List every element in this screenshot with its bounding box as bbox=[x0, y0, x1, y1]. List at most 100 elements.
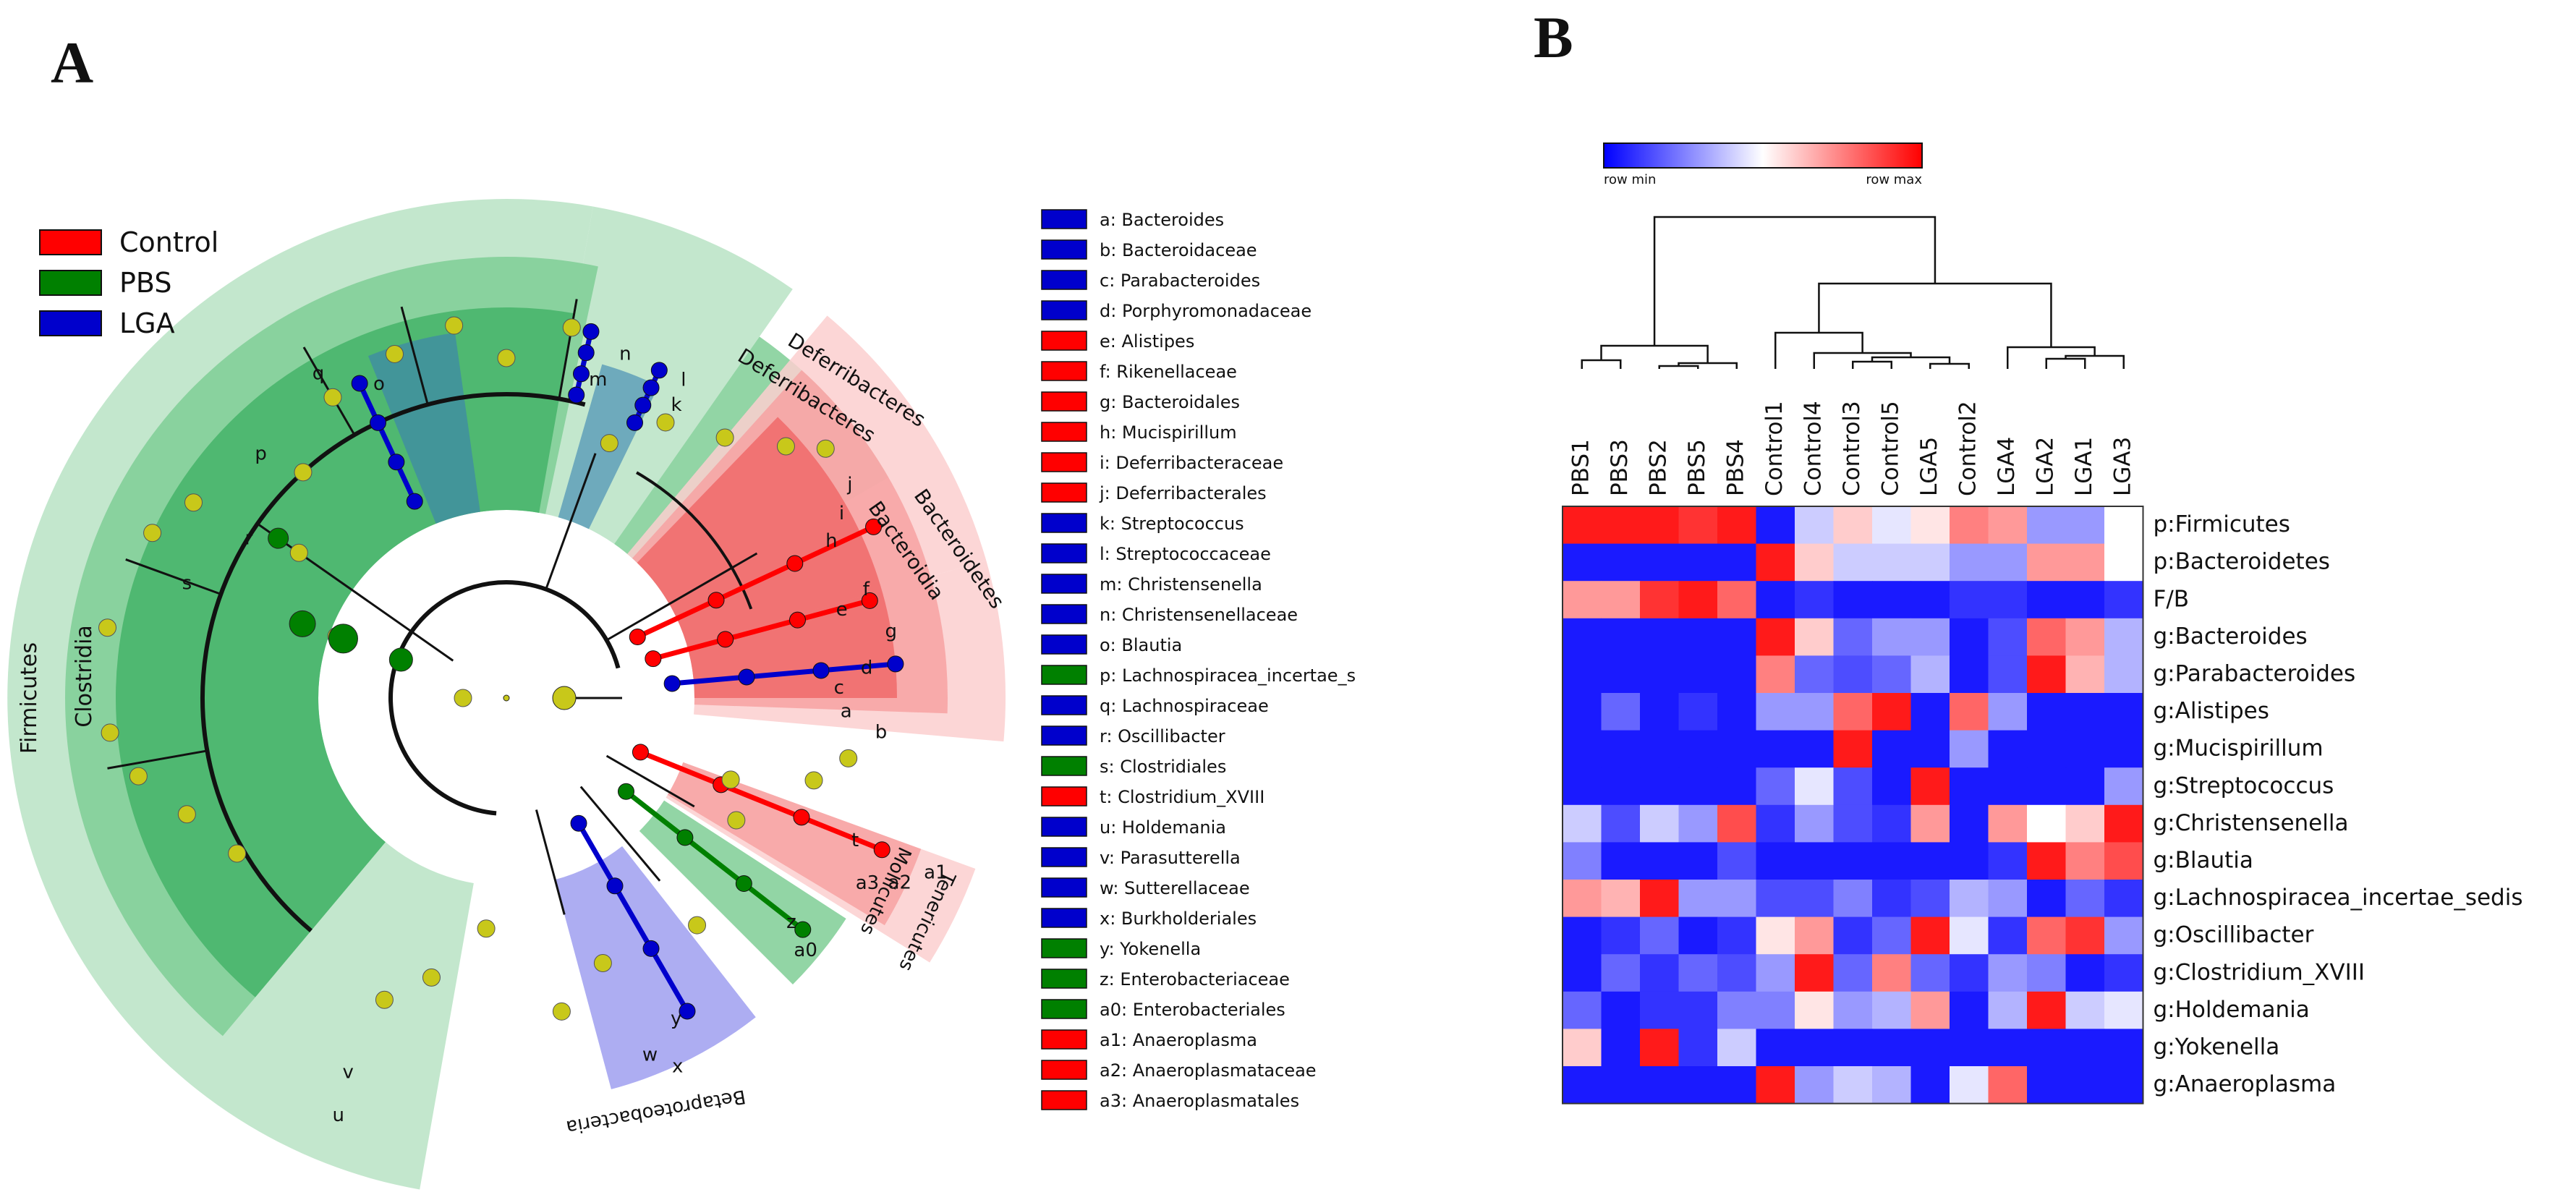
heat-cell bbox=[1950, 954, 1989, 992]
column-label: Control4 bbox=[1800, 401, 1826, 496]
key-swatch bbox=[1041, 422, 1087, 442]
heat-cell bbox=[2027, 916, 2067, 955]
heat-cell bbox=[1678, 693, 1718, 731]
heat-cell bbox=[1988, 1066, 2028, 1105]
heat-cell bbox=[1910, 804, 1950, 843]
taxon-node bbox=[101, 723, 119, 742]
key-swatch bbox=[1041, 969, 1087, 989]
taxa-key: a: Bacteroides b: Bacteroidaceae c: Paraba… bbox=[1041, 209, 1356, 1111]
heat-cell bbox=[1640, 1029, 1680, 1067]
key-label: j: Deferribacterales bbox=[1099, 483, 1267, 503]
heat-cell bbox=[1795, 655, 1835, 694]
heat-cell bbox=[1910, 1066, 1950, 1105]
heat-cell bbox=[1872, 880, 1912, 918]
heat-cell bbox=[2027, 767, 2067, 806]
clade-node bbox=[788, 611, 806, 629]
heat-cell bbox=[1640, 693, 1680, 731]
heat-cell bbox=[1640, 581, 1680, 619]
key-label: e: Alistipes bbox=[1100, 331, 1194, 352]
taxon-node bbox=[804, 771, 823, 790]
heat-cell bbox=[1833, 991, 1873, 1029]
clade-node bbox=[617, 783, 634, 800]
heat-cell bbox=[1678, 618, 1718, 656]
clade-node bbox=[406, 493, 423, 510]
key-swatch bbox=[1041, 391, 1087, 412]
taxon-node bbox=[600, 434, 619, 453]
heat-cell bbox=[1640, 1066, 1680, 1105]
clade-letter: x bbox=[672, 1056, 683, 1078]
heat-cell bbox=[1640, 730, 1680, 768]
heat-cell bbox=[2104, 1066, 2144, 1105]
heat-cell bbox=[1563, 693, 1602, 731]
heat-cell bbox=[1640, 880, 1680, 918]
heat-cell bbox=[1717, 1066, 1757, 1105]
row-label: g:Streptococcus bbox=[2154, 773, 2334, 799]
heat-cell bbox=[1872, 954, 1912, 992]
row-label: g:Clostridium_XVIII bbox=[2154, 959, 2365, 985]
clade-node bbox=[707, 592, 725, 609]
heat-cell bbox=[1678, 1029, 1718, 1067]
key-swatch bbox=[1041, 786, 1087, 807]
key-label: r: Oscillibacter bbox=[1100, 726, 1225, 746]
branch-10 bbox=[107, 749, 208, 770]
heat-cell bbox=[1910, 506, 1950, 545]
heat-cell bbox=[2104, 842, 2144, 880]
heat-cell bbox=[1640, 618, 1680, 656]
taxon-node bbox=[497, 349, 516, 367]
heat-cell bbox=[2104, 730, 2144, 768]
key-label: x: Burkholderiales bbox=[1100, 908, 1257, 929]
key-label: o: Blautia bbox=[1100, 635, 1182, 655]
clade-letter: w bbox=[642, 1044, 658, 1065]
heat-cell bbox=[1872, 767, 1912, 806]
heat-cell bbox=[1988, 916, 2028, 955]
key-label: a0: Enterobacteriales bbox=[1100, 1000, 1285, 1020]
row-label: g:Oscillibacter bbox=[2154, 922, 2314, 948]
heat-cell bbox=[2104, 916, 2144, 955]
clade-letter: g bbox=[885, 621, 898, 642]
key-swatch bbox=[1041, 604, 1087, 624]
clade-branch-4 bbox=[624, 789, 804, 932]
column-label: Control3 bbox=[1839, 401, 1865, 496]
heat-cell bbox=[1910, 730, 1950, 768]
legend-label-pbs: PBS bbox=[119, 267, 171, 299]
clade-node bbox=[676, 829, 694, 846]
taxon-node bbox=[422, 968, 441, 987]
clade-node bbox=[626, 414, 643, 431]
heat-cell bbox=[1563, 991, 1602, 1029]
heat-cell bbox=[1950, 581, 1989, 619]
key-label: t: Clostridium_XVIII bbox=[1100, 787, 1264, 807]
heat-cell bbox=[1795, 991, 1835, 1029]
branch-5 bbox=[535, 809, 566, 915]
heat-cell bbox=[1988, 730, 2028, 768]
column-label: PBS2 bbox=[1645, 439, 1671, 496]
heat-cell bbox=[1910, 693, 1950, 731]
column-label: LGA1 bbox=[2071, 437, 2097, 496]
clade-letter: v bbox=[342, 1061, 353, 1083]
clade-letter: a3 bbox=[856, 872, 879, 894]
branch-11 bbox=[558, 299, 578, 399]
heat-cell bbox=[1872, 581, 1912, 619]
clade-node bbox=[606, 877, 624, 895]
heat-cell bbox=[1795, 581, 1835, 619]
sector-label: Betaproteobacteria bbox=[564, 1085, 747, 1138]
key-swatch bbox=[1041, 209, 1087, 229]
key-label: g: Bacteroidales bbox=[1100, 392, 1240, 412]
heat-cell bbox=[1950, 991, 1989, 1029]
hub-node bbox=[388, 647, 413, 672]
heat-cell bbox=[1756, 842, 1795, 880]
heat-cell bbox=[1910, 916, 1950, 955]
taxon-node bbox=[143, 524, 162, 542]
heat-cell bbox=[2065, 880, 2105, 918]
heat-cell bbox=[2065, 954, 2105, 992]
heat-cell bbox=[1950, 655, 1989, 694]
key-swatch bbox=[1041, 695, 1087, 715]
hub-node bbox=[289, 610, 316, 637]
clade-node bbox=[577, 344, 595, 362]
column-label: Control2 bbox=[1955, 401, 1981, 496]
key-label: z: Enterobacteriaceae bbox=[1100, 969, 1290, 990]
heat-cell bbox=[1756, 693, 1795, 731]
sector-label: Clostridia bbox=[72, 625, 97, 727]
heat-cell bbox=[1950, 543, 1989, 582]
heat-cell bbox=[1601, 916, 1641, 955]
key-label: v: Parasutterella bbox=[1100, 848, 1241, 868]
